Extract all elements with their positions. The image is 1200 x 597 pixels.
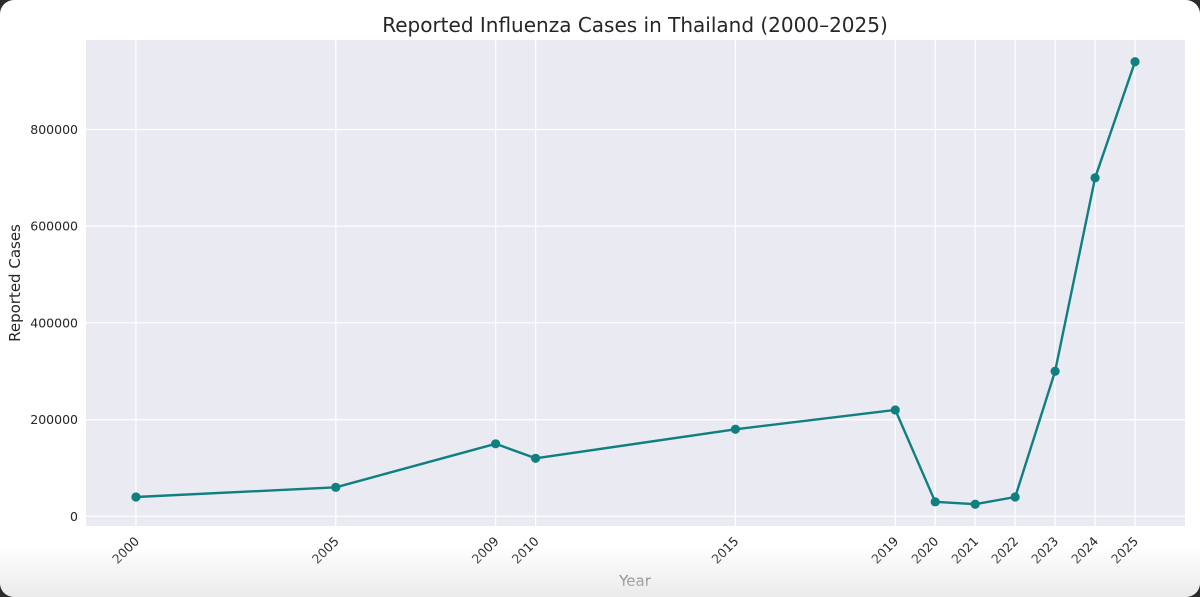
x-tick-label: 2023 (1028, 534, 1061, 567)
data-point (131, 492, 141, 502)
data-point (1050, 366, 1060, 376)
data-point (970, 499, 980, 509)
y-tick-label: 0 (70, 509, 78, 524)
series-line (134, 60, 1137, 506)
x-tick-label: 2000 (109, 533, 142, 566)
data-point (730, 424, 741, 434)
y-tick-label: 200000 (30, 412, 78, 427)
data-point (491, 439, 501, 449)
data-point (1090, 173, 1100, 183)
plot-area (86, 40, 1185, 526)
x-tick-label: 2015 (708, 534, 741, 567)
y-tick-label: 800000 (30, 122, 78, 137)
data-point (331, 482, 341, 492)
x-axis-ticks: 2000 2005 2009 2010 2015 2019 2020 2021 2022 2023… (109, 533, 1141, 566)
x-tick-label: 2020 (908, 533, 941, 566)
y-tick-label: 600000 (30, 219, 78, 234)
x-tick-label: 2025 (1108, 534, 1141, 567)
x-tick-label: 2005 (309, 534, 342, 567)
data-point (890, 405, 900, 415)
x-tick-label: 2021 (948, 534, 981, 567)
data-point (530, 453, 541, 463)
y-axis-label: Reported Cases (6, 224, 24, 342)
y-axis-ticks: 0 200000 400000 600000 800000 (30, 122, 78, 524)
data-series (131, 57, 1140, 509)
x-tick-label: 2022 (988, 534, 1021, 567)
x-tick-label: 2010 (509, 533, 542, 566)
x-tick-label: 2009 (469, 533, 502, 566)
x-tick-label: 2024 (1068, 533, 1101, 566)
y-tick-label: 400000 (30, 315, 78, 330)
grid-lines (86, 40, 1185, 526)
x-tick-label: 2019 (868, 533, 901, 566)
data-point (1130, 57, 1140, 67)
chart-title: Reported Influenza Cases in Thailand (20… (382, 13, 888, 37)
x-axis-label: Year (618, 572, 652, 590)
data-point (1010, 492, 1020, 502)
data-point (930, 497, 940, 507)
